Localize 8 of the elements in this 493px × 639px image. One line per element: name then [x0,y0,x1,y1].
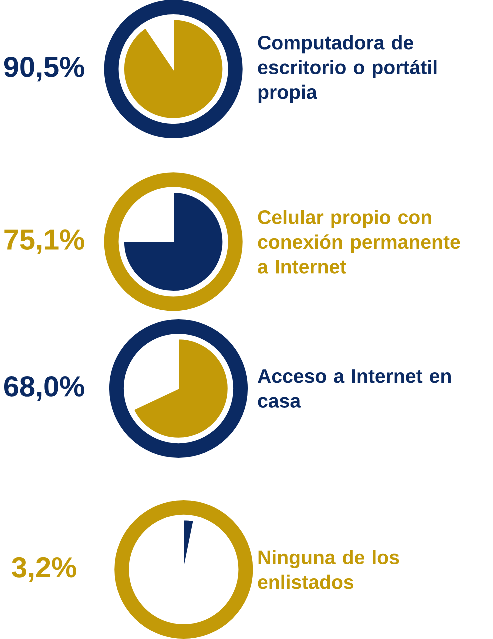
category-label: Ninguna de los enlistados [258,550,400,590]
data-label: 75,1% [4,230,84,254]
category-label: Computadora de escritorio o portátil propia [258,35,437,104]
category-label: Acceso a Internet en casa [258,370,451,408]
category-label: Celular propio con conexión permanente a Internet [258,210,460,274]
data-label: 90,5% [4,56,84,82]
data-label: 3,2% [12,557,76,582]
data-label: 68,0% [4,376,84,402]
